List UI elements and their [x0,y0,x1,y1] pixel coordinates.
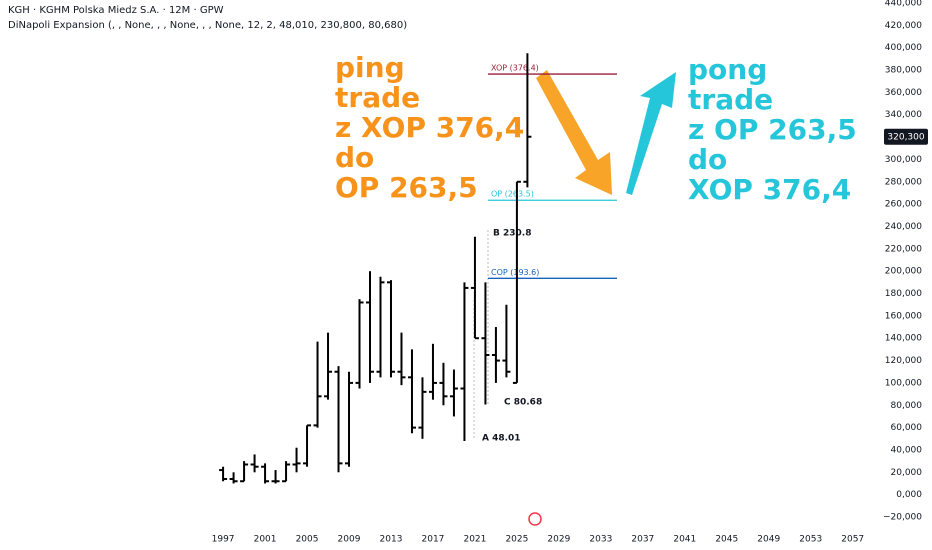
y-tick-label: 300,000 [885,155,922,165]
x-tick-label: 2049 [757,535,780,545]
y-tick-label: 20,000 [891,468,923,478]
y-tick-label: 360,000 [885,88,922,98]
x-tick-label: 2005 [296,535,319,545]
y-tick-label: 100,000 [885,378,922,388]
symbol-line: KGH · KGHM Polska Miedz S.A. · 12M · GPW [8,5,224,16]
note-line: z OP 263,5 [688,113,857,146]
point-label: C 80.68 [504,398,542,408]
y-tick-label: 0,000 [896,490,922,500]
y-tick-label: 80,000 [891,401,923,411]
x-tick-label: 2037 [631,535,654,545]
level-label: COP (193.6) [491,268,539,277]
point-label: A 48.01 [482,434,521,444]
note-line: pong [688,53,767,86]
y-tick-label: 140,000 [885,334,922,344]
note-line: XOP 376,4 [688,173,851,206]
y-tick-label: 280,000 [885,177,922,187]
note-line: do [335,141,374,174]
x-tick-label: 2001 [254,535,277,545]
x-tick-label: 2017 [422,535,445,545]
level-label: XOP (376.4) [491,64,539,73]
y-tick-label: −20,000 [883,513,922,523]
indicator-line: DiNapoli Expansion (, , None, , , None, … [8,20,407,31]
last-price-label: 320,300 [887,132,924,142]
x-tick-label: 2041 [673,535,696,545]
note-line: z XOP 376,4 [335,111,524,144]
y-tick-label: 160,000 [885,311,922,321]
note-line: trade [688,83,773,116]
y-tick-label: 180,000 [885,289,922,299]
x-tick-label: 2057 [841,535,864,545]
x-tick-label: 2021 [463,535,486,545]
level-label: OP (263.5) [491,190,534,199]
y-tick-label: 220,000 [885,244,922,254]
y-tick-label: 400,000 [885,43,922,53]
y-tick-label: 340,000 [885,110,922,120]
down-arrow [536,70,612,195]
x-tick-label: 2025 [505,535,528,545]
x-tick-label: 2013 [380,535,403,545]
y-tick-label: 420,000 [885,21,922,31]
x-tick-label: 2009 [338,535,361,545]
x-tick-label: 2045 [715,535,738,545]
y-tick-label: 260,000 [885,200,922,210]
y-tick-label: 200,000 [885,267,922,277]
point-label: B 230.8 [493,229,531,239]
y-tick-label: 120,000 [885,356,922,366]
logo [528,512,542,526]
note-line: do [688,143,727,176]
y-tick-label: 40,000 [891,445,923,455]
x-tick-label: 2033 [589,535,612,545]
y-tick-label: 240,000 [885,222,922,232]
note-line: trade [335,81,420,114]
note-line: OP 263,5 [335,171,478,204]
y-tick-label: 60,000 [891,423,923,433]
note-line: ping [335,51,405,84]
x-tick-label: 2029 [547,535,570,545]
x-tick-label: 1997 [212,535,235,545]
y-tick-label: 380,000 [885,66,922,76]
x-tick-label: 2053 [799,535,822,545]
up-arrow [626,72,676,195]
last-price-box [884,128,928,145]
y-tick-label: 440,000 [885,0,922,9]
